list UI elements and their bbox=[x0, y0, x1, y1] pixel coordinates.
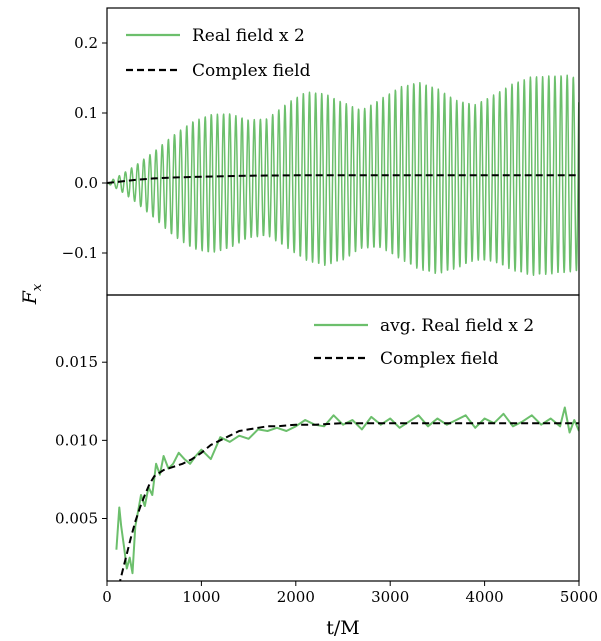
svg-text:Fx: Fx bbox=[19, 283, 45, 305]
y-axis-label-sub: x bbox=[30, 283, 45, 291]
y-tick-label: 0.2 bbox=[74, 34, 98, 52]
y-tick-label: 0.015 bbox=[55, 353, 98, 371]
bottom-x-ticks: 0 1000 2000 3000 4000 5000 bbox=[102, 581, 598, 606]
y-axis-label-main: F bbox=[19, 290, 41, 305]
legend-label-avg-real: avg. Real field x 2 bbox=[380, 316, 534, 336]
y-tick-label: 0.010 bbox=[55, 431, 98, 449]
x-tick-label: 2000 bbox=[277, 588, 315, 606]
x-tick-label: 5000 bbox=[560, 588, 598, 606]
y-tick-label: 0.005 bbox=[55, 509, 98, 527]
legend-label-real: Real field x 2 bbox=[192, 26, 305, 46]
top-series-layer bbox=[107, 74, 579, 276]
bottom-panel: 0.005 0.010 0.015 0 1000 2000 3000 4000 5000 av… bbox=[55, 294, 598, 606]
bottom-y-ticks: 0.005 0.010 0.015 bbox=[55, 353, 107, 527]
y-tick-label: 0.1 bbox=[74, 104, 98, 122]
legend-label-complex: Complex field bbox=[192, 61, 311, 81]
x-tick-label: 1000 bbox=[182, 588, 220, 606]
legend-label-complex-bottom: Complex field bbox=[380, 349, 499, 369]
x-tick-label: 4000 bbox=[466, 588, 504, 606]
series-complex-field-line bbox=[107, 174, 579, 184]
x-tick-label: 3000 bbox=[371, 588, 409, 606]
top-legend: Real field x 2 Complex field bbox=[126, 26, 311, 81]
y-tick-label: −0.1 bbox=[62, 244, 98, 262]
bottom-series-layer bbox=[115, 406, 579, 581]
series-real-field-line bbox=[107, 74, 579, 276]
bottom-legend: avg. Real field x 2 Complex field bbox=[314, 316, 534, 369]
y-tick-label: 0.0 bbox=[74, 174, 98, 192]
x-axis-label: t/M bbox=[326, 617, 360, 639]
top-panel: −0.1 0.0 0.1 0.2 Real field x 2 Complex fie… bbox=[62, 7, 580, 296]
series-complex-field-line-bottom bbox=[119, 422, 579, 581]
series-avg-real-field-line bbox=[115, 406, 579, 575]
x-tick-label: 0 bbox=[102, 588, 112, 606]
y-axis-label: Fx bbox=[19, 283, 45, 305]
bottom-panel-frame bbox=[106, 294, 580, 582]
top-y-ticks: −0.1 0.0 0.1 0.2 bbox=[62, 34, 107, 262]
